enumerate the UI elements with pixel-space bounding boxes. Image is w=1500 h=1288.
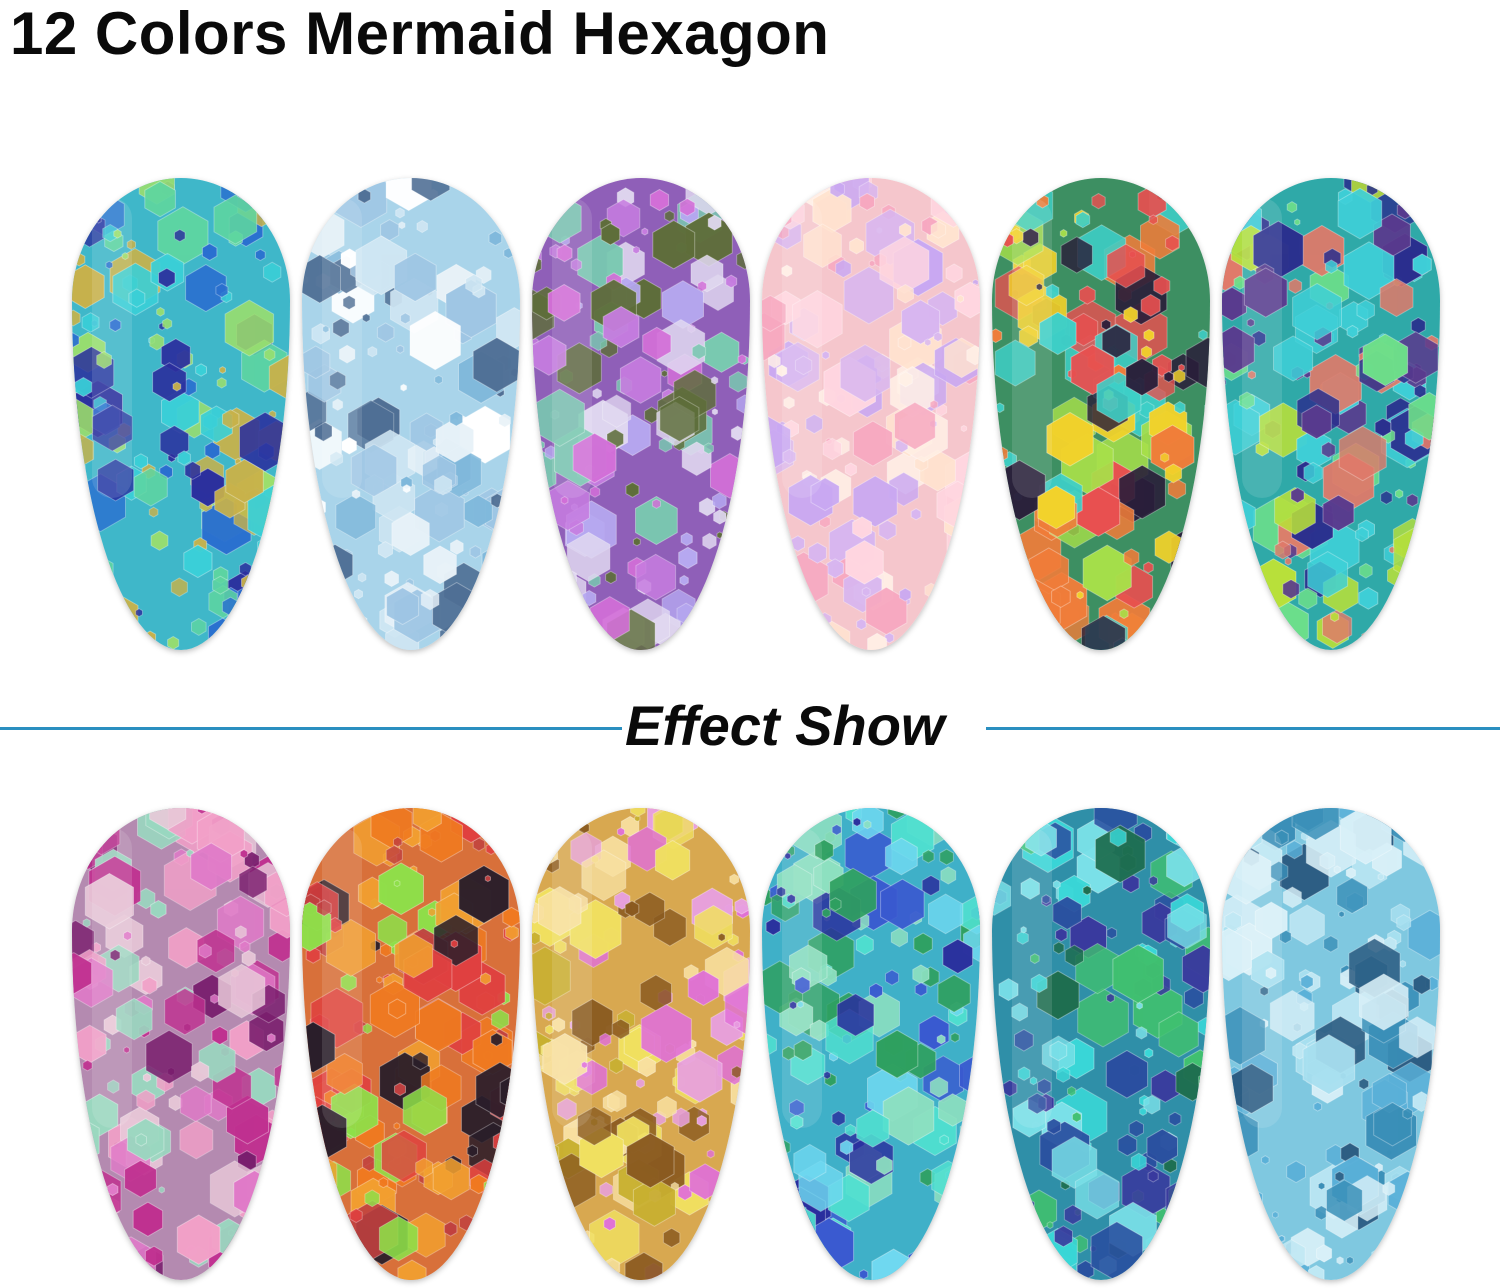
glitter-nail-swatch	[302, 178, 520, 650]
page-title: 12 Colors Mermaid Hexagon	[10, 0, 830, 67]
glitter-nail-swatch	[992, 808, 1210, 1280]
glitter-nail-swatch	[992, 178, 1210, 650]
glitter-nail-swatch	[302, 808, 520, 1280]
divider-left	[0, 727, 622, 730]
nail-row-top	[0, 178, 1500, 658]
glitter-nail-swatch	[532, 178, 750, 650]
section-heading: Effect Show	[625, 694, 945, 757]
glitter-nail-swatch	[72, 178, 290, 650]
glitter-nail-swatch	[762, 808, 980, 1280]
glitter-nail-swatch	[1222, 808, 1440, 1280]
glitter-nail-swatch	[762, 178, 980, 650]
glitter-nail-swatch	[1222, 178, 1440, 650]
divider-right	[986, 727, 1500, 730]
glitter-nail-swatch	[532, 808, 750, 1280]
glitter-nail-swatch	[72, 808, 290, 1280]
nail-row-bottom	[0, 808, 1500, 1288]
